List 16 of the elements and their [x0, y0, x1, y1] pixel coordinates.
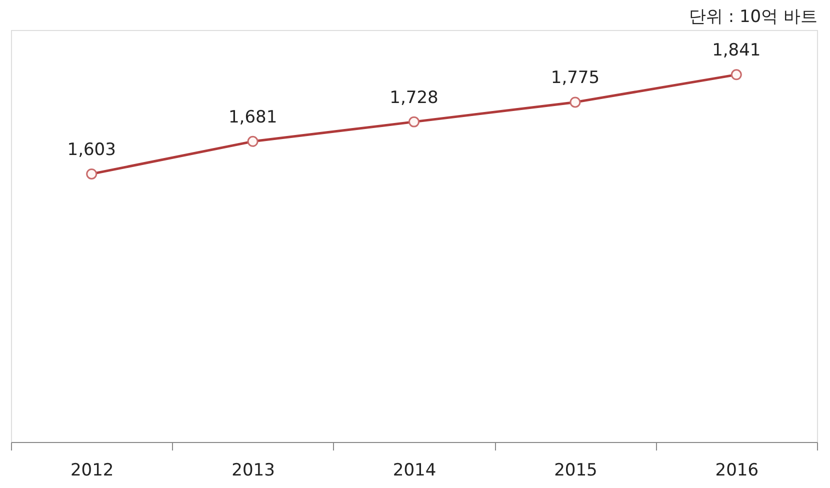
- point: [247, 136, 258, 147]
- data-label: 1,775: [550, 68, 600, 88]
- x-tick-label: 2014: [392, 460, 436, 480]
- point: [86, 168, 98, 180]
- text: 단위 : 10억 바트: [688, 7, 818, 27]
- data-label: 1,681: [228, 107, 278, 128]
- point: [408, 116, 420, 128]
- data-label: 1,728: [390, 88, 438, 108]
- x-tick-label: 2016: [715, 460, 759, 480]
- x-tick-label: 2013: [232, 460, 275, 480]
- point: [570, 96, 581, 108]
- x-tick-label: 2015: [554, 460, 598, 480]
- point: [730, 69, 742, 80]
- data-label: 1,841: [712, 40, 761, 61]
- x-tick-label: 2012: [70, 460, 114, 480]
- data-label: 1,603: [67, 140, 116, 160]
